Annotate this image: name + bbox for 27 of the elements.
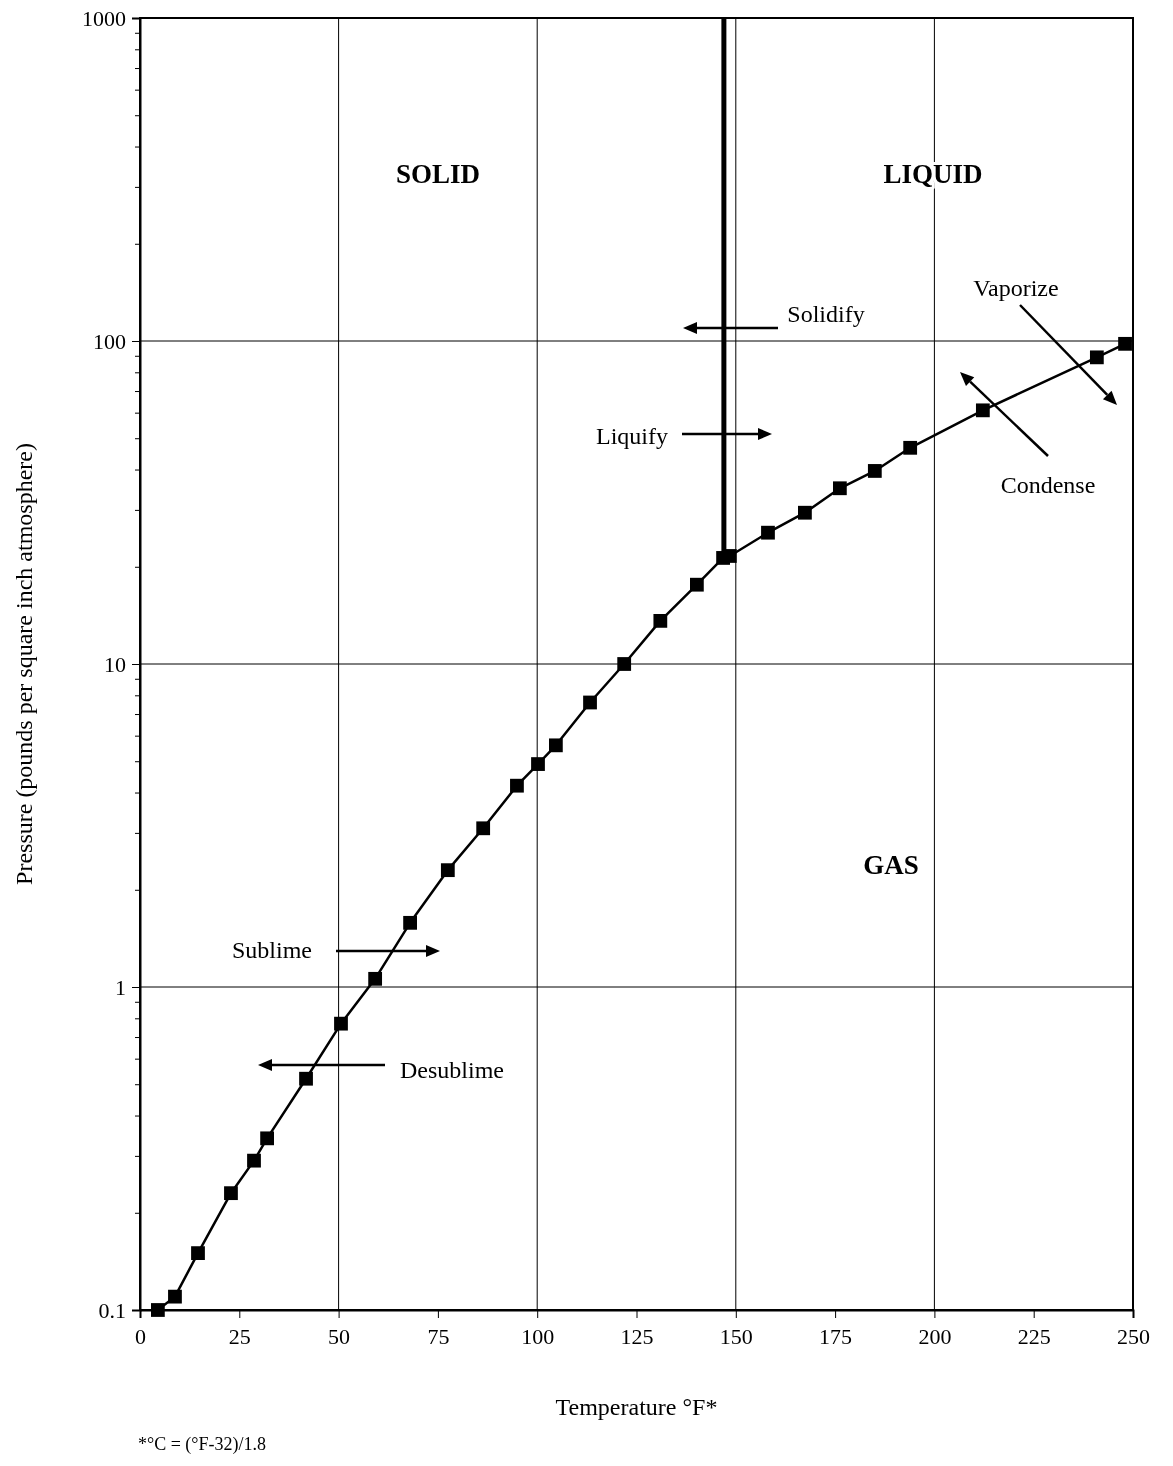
y-tick-label: 0.1 [98,1297,126,1323]
x-tick-label: 50 [328,1323,351,1349]
x-tick-label: 175 [819,1323,853,1349]
y-axis-title: Pressure (pounds per square inch atmosphere) [11,443,37,885]
x-tick-label: 200 [918,1323,952,1349]
y-tick-label: 1000 [82,5,126,31]
x-tick-label: 225 [1017,1323,1051,1349]
annotation: Sublime [231,937,313,963]
y-tick-label: 1 [115,974,126,1000]
annotation: Desublime [400,1057,504,1083]
annotation: Solidify [787,301,865,327]
annotation: Condense [1000,472,1096,498]
x-tick-label: 150 [719,1323,753,1349]
x-tick-label: 125 [620,1323,654,1349]
x-axis-title: Temperature °F* [555,1394,718,1420]
y-tick-label: 100 [93,328,126,354]
x-tick-label: 0 [135,1323,146,1349]
x-tick-label: 250 [1117,1323,1150,1349]
annotation: Vaporize [973,275,1059,301]
x-tick-label: 100 [521,1323,555,1349]
text: *°C = (°F-32)/1.8 [138,1434,267,1455]
x-tick-label: 25 [228,1323,251,1349]
annotation: Liquify [596,423,668,449]
annotation: GAS [863,850,919,880]
x-tick-label: 75 [427,1323,450,1349]
y-tick-label: 10 [104,651,126,677]
annotation: SOLID [395,159,481,189]
